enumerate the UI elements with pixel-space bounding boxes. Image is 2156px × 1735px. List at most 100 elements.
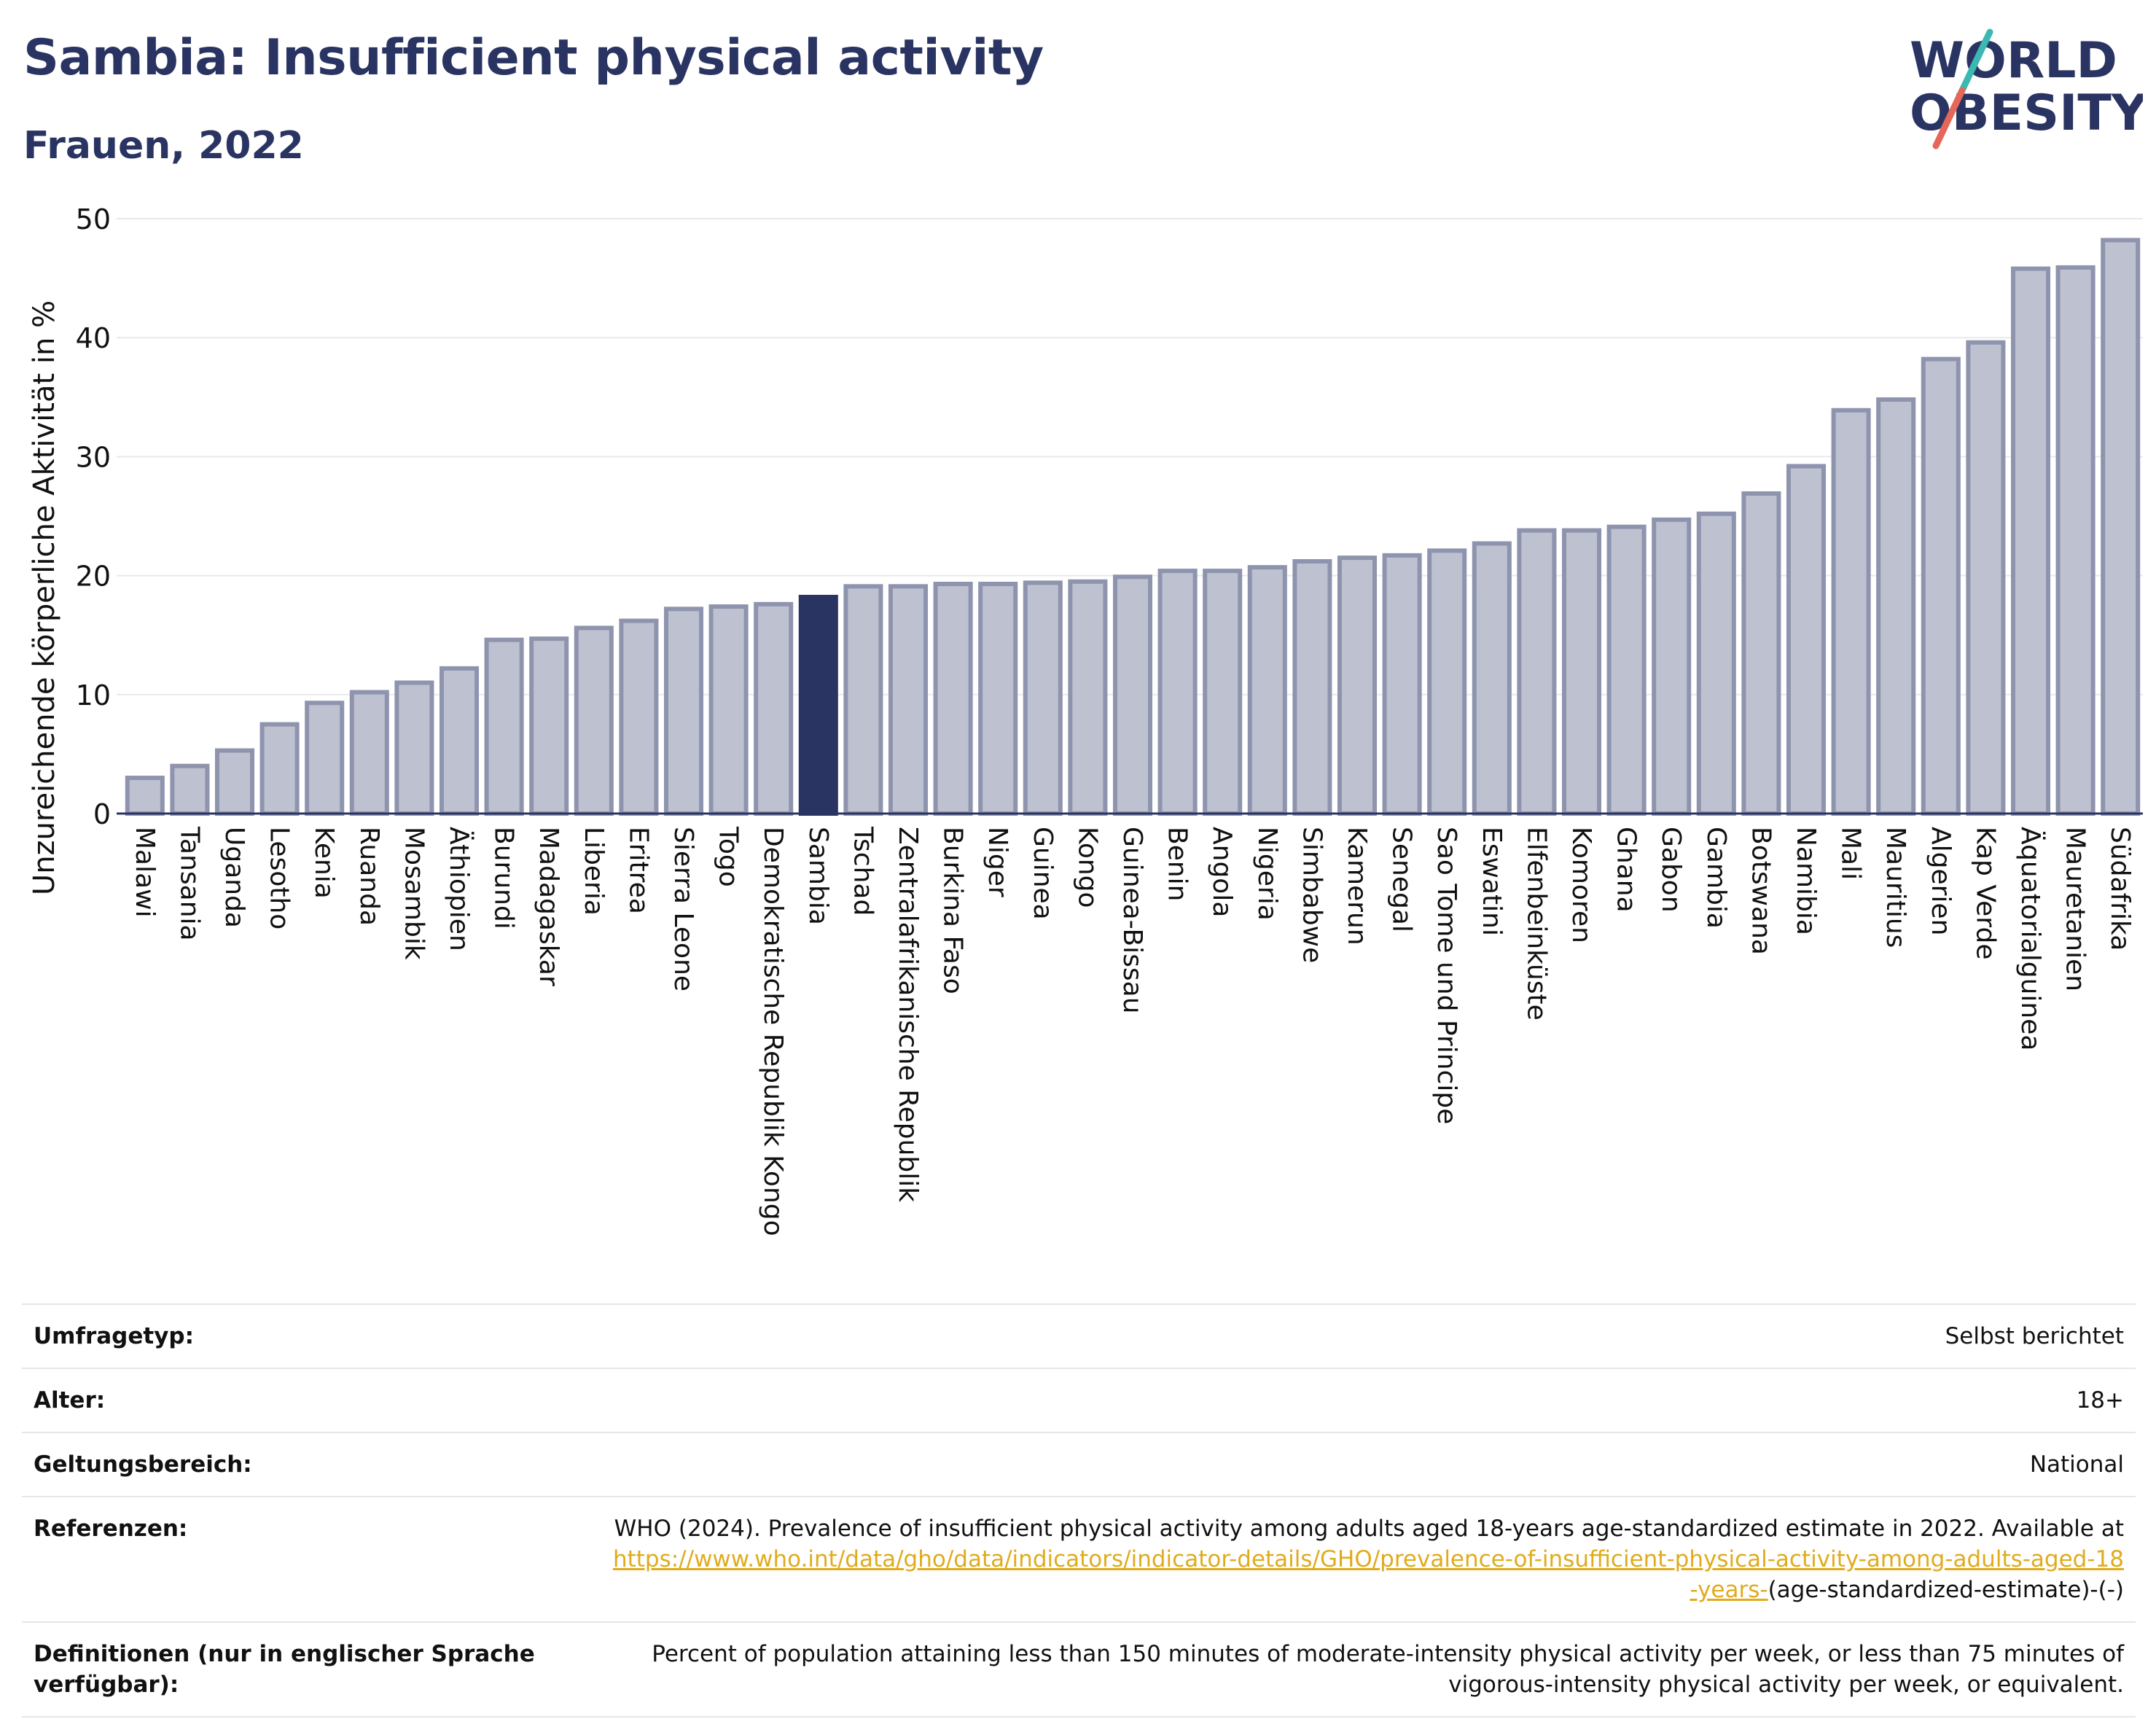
bar-lesotho (259, 722, 300, 816)
y-tick-label: 30 (76, 441, 111, 473)
y-tick-label: 0 (93, 798, 111, 830)
x-tick-label: Kenia (309, 827, 339, 899)
x-tick-label: Namibia (1791, 827, 1821, 935)
x-tick-label: Angola (1207, 827, 1237, 917)
bar-kamerun (1337, 555, 1378, 816)
bar-äquatorialguinea (2010, 266, 2051, 816)
bar-chart: 0 10 20 30 40 50 Malawi Tansania Uganda Lesotho K… (28, 203, 2143, 1236)
x-tick-label: Burundi (489, 827, 519, 929)
x-tick-label: Algerien (1926, 827, 1956, 935)
x-tick-label: Liberia (579, 827, 609, 916)
logo-slash-red (1932, 87, 1966, 149)
x-tick-labels: Malawi Tansania Uganda Lesotho Kenia Ruanda Mo… (130, 826, 2135, 1236)
bar-guinea-bissau (1112, 574, 1153, 816)
bar-äthiopien (439, 666, 480, 816)
y-tick-labels: 0 10 20 30 40 50 (76, 203, 111, 830)
x-tick-label: Mauretanien (2061, 827, 2090, 991)
bar-ruanda (349, 690, 389, 816)
bar-ghana (1606, 524, 1647, 816)
x-tick-label: Sao Tome und Principe (1432, 827, 1461, 1124)
x-tick-label: Mali (1836, 827, 1866, 880)
meta-label: Geltungsbereich: (34, 1451, 252, 1478)
meta-label: Definitionen (nur in englischer Sprache … (34, 1641, 535, 1698)
x-tick-label: Tansania (174, 826, 204, 941)
x-tick-label: Kap Verde (1970, 827, 2000, 959)
bar-eswatini (1472, 541, 1512, 816)
reference-text: WHO (2024). Prevalence of insufficient p… (614, 1516, 2124, 1542)
x-tick-label: Mauritius (1880, 827, 1910, 948)
x-tick-label: Elfenbeinküste (1521, 827, 1551, 1021)
x-tick-label: Simbabwe (1297, 827, 1327, 963)
bar-simbabwe (1292, 559, 1332, 816)
bar-mali (1831, 408, 1871, 816)
bar-südafrika (2101, 238, 2141, 816)
x-tick-label: Lesotho (265, 827, 294, 929)
x-tick-label: Malawi (130, 827, 160, 918)
meta-row-age: Alter: 18+ (22, 1368, 2136, 1432)
x-tick-label: Komoren (1566, 827, 1596, 943)
reference-link[interactable]: https://www.who.int/data/gho/data/indica… (612, 1546, 2124, 1603)
bar-malawi (125, 776, 165, 816)
bar-gabon (1652, 517, 1692, 816)
y-axis-label: Unzureichende körperliche Aktivität in % (28, 300, 61, 895)
y-tick-label: 10 (76, 679, 111, 711)
x-tick-label: Burkina Faso (938, 827, 968, 994)
meta-label: Umfragetyp: (34, 1323, 194, 1349)
x-tick-label: Madagaskar (534, 827, 563, 986)
x-tick-label: Gabon (1656, 827, 1686, 913)
bar-mauretanien (2055, 265, 2096, 816)
bar-kongo (1068, 579, 1108, 816)
logo-line-1: WORLD (1910, 32, 2117, 90)
bar-niger (978, 582, 1018, 816)
x-tick-label: Benin (1163, 827, 1192, 901)
x-tick-label: Uganda (219, 827, 249, 928)
x-tick-label: Niger (983, 827, 1012, 897)
meta-row-references: Referenzen: WHO (2024). Prevalence of in… (22, 1497, 2136, 1622)
bar-zentralafrikanische-republik (888, 584, 929, 816)
bar-sierra-leone (663, 607, 704, 816)
bar-nigeria (1247, 565, 1287, 816)
page-subtitle: Frauen, 2022 (23, 124, 304, 168)
meta-value: Selbst berichtet (1945, 1323, 2124, 1349)
x-tick-label: Ruanda (354, 827, 384, 926)
bar-burundi (484, 637, 524, 816)
bar-angola (1203, 569, 1243, 816)
bar-sambia (798, 594, 838, 816)
meta-label: Referenzen: (34, 1516, 188, 1542)
x-tick-label: Guinea (1028, 827, 1058, 920)
x-tick-label: Mosambik (399, 827, 429, 960)
bar-eritrea (619, 618, 659, 816)
bar-kap-verde (1966, 340, 2006, 816)
bar-gambia (1696, 511, 1736, 816)
x-tick-label: Sierra Leone (668, 827, 698, 991)
x-tick-label: Kongo (1072, 827, 1102, 908)
x-tick-label: Eritrea (623, 827, 653, 914)
x-tick-label: Demokratische Republik Kongo (758, 827, 788, 1236)
meta-label: Alter: (34, 1387, 106, 1414)
x-tick-label: Äthiopien (444, 827, 474, 951)
bar-tschad (843, 584, 883, 816)
page-title: Sambia: Insufficient physical activity (23, 29, 1044, 87)
bar-kenia (305, 701, 345, 816)
y-tick-label: 40 (76, 322, 111, 354)
x-tick-label: Eswatini (1477, 827, 1507, 936)
bar-tansania (170, 763, 210, 816)
meta-value: 18+ (2076, 1387, 2124, 1414)
x-tick-label: Äquatorialguinea (2015, 827, 2046, 1050)
x-tick-label: Guinea-Bissau (1117, 827, 1147, 1014)
bar-namibia (1786, 464, 1827, 816)
x-tick-label: Gambia (1701, 827, 1731, 929)
bar-botswana (1741, 491, 1781, 816)
bar-togo (708, 604, 749, 816)
bar-demokratische-republik-kongo (754, 601, 794, 816)
bar-senegal (1382, 553, 1422, 816)
x-tick-label: Zentralafrikanische Republik (893, 827, 923, 1202)
y-tick-label: 20 (76, 561, 111, 593)
x-tick-label: Kamerun (1342, 827, 1372, 946)
meta-value: WHO (2024). Prevalence of insufficient p… (599, 1497, 2136, 1622)
meta-value: National (2029, 1451, 2124, 1478)
world-obesity-logo: WORLD OBESITY (1910, 28, 2143, 149)
x-tick-label: Botswana (1746, 827, 1776, 955)
x-tick-label: Nigeria (1252, 827, 1282, 921)
y-tick-label: 50 (76, 203, 111, 235)
